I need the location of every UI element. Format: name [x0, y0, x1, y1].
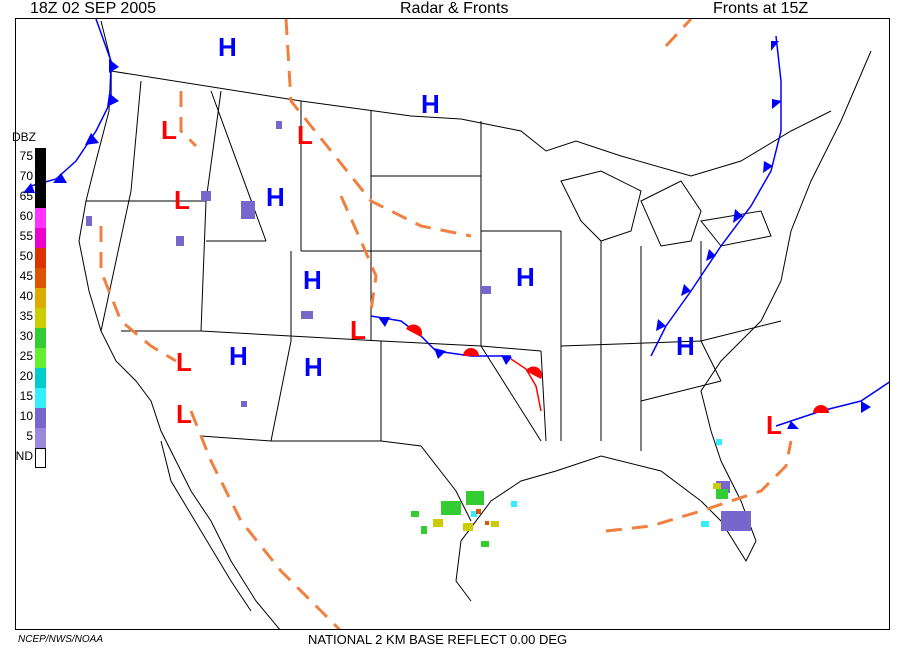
legend-entry: 15: [20, 388, 46, 408]
high-center: H: [516, 262, 535, 292]
legend-label: 50: [19, 249, 33, 263]
warm-front-line: [510, 358, 542, 412]
legend-swatch: [35, 148, 46, 168]
legend-swatch: [35, 248, 46, 268]
legend-entry: ND: [16, 448, 46, 468]
pressure-systems: H H H H H H H H L L L L L L L: [161, 32, 782, 440]
legend-swatch: [35, 228, 46, 248]
legend-entry: 30: [20, 328, 46, 348]
low-center: L: [174, 185, 190, 215]
gulf-coast: [455, 455, 702, 602]
high-center: H: [266, 182, 285, 212]
high-center: H: [304, 352, 323, 382]
legend-swatch: [35, 368, 46, 388]
legend-label: 60: [19, 209, 33, 223]
legend-label: 15: [19, 389, 33, 403]
legend-swatch: [35, 168, 46, 188]
low-center: L: [297, 120, 313, 150]
legend-entry: 20: [20, 368, 46, 388]
legend-entry: 5: [26, 428, 46, 448]
legend-entry: 65: [20, 188, 46, 208]
low-center: L: [176, 399, 192, 429]
legend-entry: 50: [20, 248, 46, 268]
dbz-legend: 75 70 65 60 55 50 45 40 35 30 25 20 15 10 5 ND: [16, 148, 46, 468]
legend-entry: 10: [20, 408, 46, 428]
legend-entry: 35: [20, 308, 46, 328]
high-center: H: [676, 331, 695, 361]
valid-time-label: 18Z 02 SEP 2005: [30, 0, 157, 17]
legend-swatch: [35, 388, 46, 408]
low-center: L: [176, 347, 192, 377]
legend-swatch: [35, 308, 46, 328]
cold-front-barbs: [23, 41, 871, 429]
legend-swatch: [35, 428, 46, 448]
legend-label: 35: [19, 309, 33, 323]
legend-swatch: [35, 288, 46, 308]
east-coast: [700, 50, 872, 563]
west-coast: [78, 20, 280, 629]
legend-swatch: [35, 208, 46, 228]
high-center: H: [218, 32, 237, 62]
legend-label: 20: [19, 369, 33, 383]
product-label: NATIONAL 2 KM BASE REFLECT 0.00 DEG: [308, 632, 568, 647]
radar-echoes: [86, 121, 751, 547]
low-center: L: [161, 115, 177, 145]
credit-label: NCEP/NWS/NOAA: [18, 634, 104, 645]
legend-swatch: [35, 348, 46, 368]
high-center: H: [229, 341, 248, 371]
legend-label: 75: [19, 149, 33, 163]
legend-label: 55: [19, 229, 33, 243]
low-center: L: [350, 315, 366, 345]
mexico-border: [200, 435, 472, 522]
legend-entry: 55: [20, 228, 46, 248]
legend-swatch: [35, 448, 46, 468]
trough-lines: [99, 19, 793, 629]
legend-entry: 25: [20, 348, 46, 368]
legend-label: ND: [15, 449, 33, 463]
legend-label: 25: [19, 349, 33, 363]
canada-us-border-west: [110, 70, 462, 120]
baja: [160, 440, 252, 612]
legend-swatch: [35, 408, 46, 428]
legend-swatch: [35, 268, 46, 288]
legend-label: 30: [19, 329, 33, 343]
legend-label: 10: [19, 409, 33, 423]
legend-label: 45: [19, 269, 33, 283]
legend-label: 65: [19, 189, 33, 203]
legend-entry: 70: [20, 168, 46, 188]
map-title: Radar & Fronts: [400, 0, 509, 17]
legend-entry: 75: [20, 148, 46, 168]
legend-swatch: [35, 188, 46, 208]
high-center: H: [421, 89, 440, 119]
legend-swatch: [35, 328, 46, 348]
legend-label: 70: [19, 169, 33, 183]
weather-map: H H H H H H H H L L L L L L L: [15, 18, 890, 630]
low-center: L: [766, 410, 782, 440]
legend-entry: 40: [20, 288, 46, 308]
legend-entry: 60: [20, 208, 46, 228]
fronts-time-label: Fronts at 15Z: [713, 0, 809, 17]
map-canvas: H H H H H H H H L L L L L L L: [23, 19, 889, 629]
cold-fronts: [30, 19, 889, 427]
legend-title: DBZ: [12, 130, 36, 144]
warm-front-bumps: [406, 324, 829, 413]
canada-us-border-east: [460, 110, 832, 177]
legend-label: 40: [19, 289, 33, 303]
great-lakes: [560, 170, 772, 247]
legend-label: 5: [26, 429, 33, 443]
legend-entry: 45: [20, 268, 46, 288]
high-center: H: [303, 265, 322, 295]
